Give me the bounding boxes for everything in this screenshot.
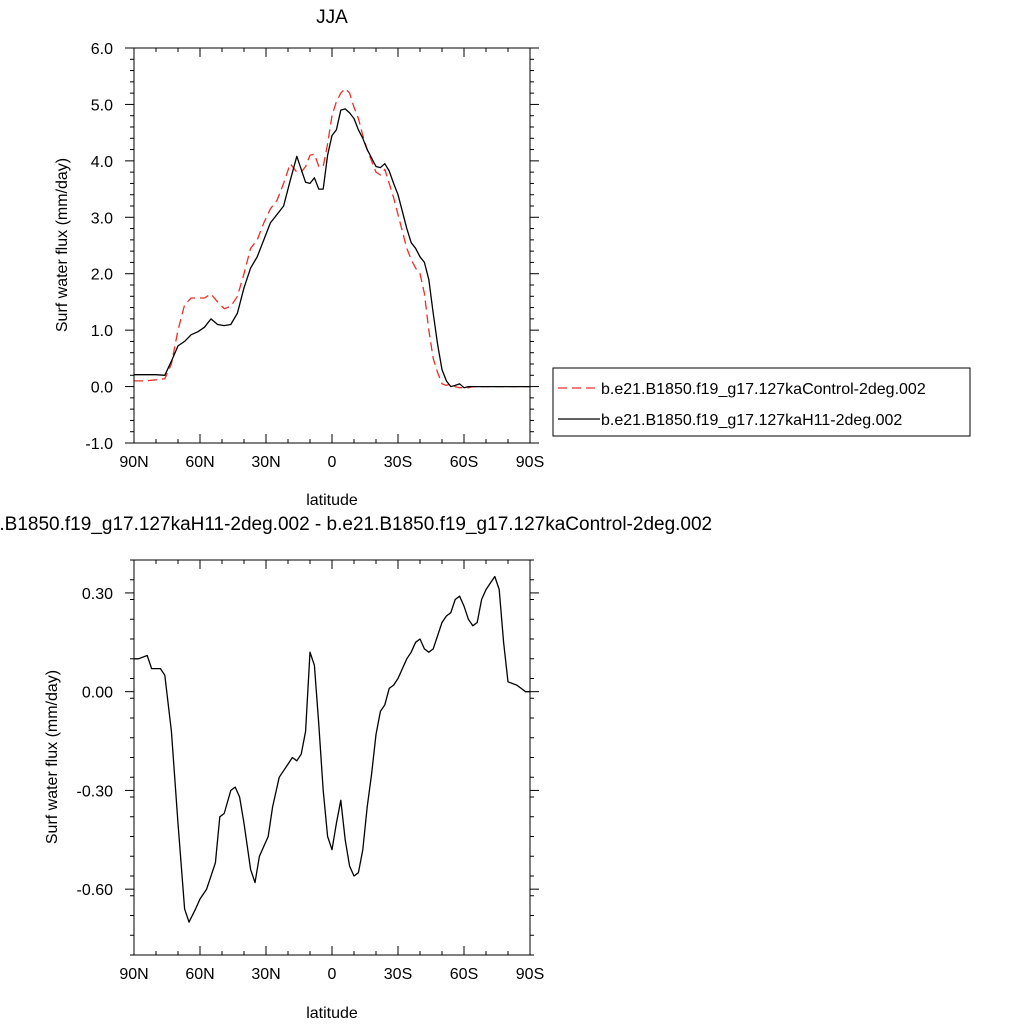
x-tick-label: 0 [328, 454, 337, 471]
x-tick-label: 30N [251, 966, 280, 983]
axis-ticks-difference [125, 559, 539, 956]
x-tick-label: 0 [328, 966, 337, 983]
plot-frame [133, 47, 531, 444]
y-tick-label: 5.0 [91, 97, 113, 114]
legend-label-h11: b.e21.B1850.f19_g17.127kaH11-2deg.002 [601, 412, 902, 429]
y-tick-label: 3.0 [91, 210, 113, 227]
x-tick-label: 30N [251, 454, 280, 471]
x-axis-label-difference: latitude [306, 1005, 358, 1022]
plot-frame-difference [133, 559, 531, 956]
y-tick-label: -0.30 [77, 783, 114, 800]
x-tick-label: 90N [119, 454, 148, 471]
x-tick-label: 90N [119, 966, 148, 983]
x-tick-label: 30S [384, 454, 412, 471]
axis-ticks [125, 47, 539, 444]
tick-labels-difference: 90N 60N 30N 0 30S 60S 90S -0.60 -0.30 0.00 0.30 [77, 586, 545, 983]
y-axis-label: Surf water flux (mm/day) [54, 158, 71, 332]
legend-label-control: b.e21.B1850.f19_g17.127kaControl-2deg.00… [601, 381, 926, 398]
series-lines-difference [134, 575, 530, 923]
y-tick-label: -1.0 [85, 436, 113, 453]
x-tick-label: 90S [516, 454, 544, 471]
y-tick-label: 1.0 [91, 323, 113, 340]
legend: b.e21.B1850.f19_g17.127kaControl-2deg.00… [552, 367, 971, 437]
y-axis-label-difference: Surf water flux (mm/day) [44, 670, 61, 844]
x-tick-label: 60N [185, 966, 214, 983]
x-tick-label: 60N [185, 454, 214, 471]
y-tick-label: 0.00 [82, 685, 113, 702]
y-tick-label: 6.0 [91, 41, 113, 58]
y-tick-label: -0.60 [77, 882, 114, 899]
series-lines [134, 87, 530, 389]
y-tick-label: 2.0 [91, 267, 113, 284]
x-tick-label: 30S [384, 966, 412, 983]
series-line-0 [134, 575, 530, 923]
series-line-0 [134, 87, 530, 389]
y-tick-label: 4.0 [91, 154, 113, 171]
chart-title: JJA [316, 7, 348, 28]
y-tick-label: 0.0 [91, 380, 113, 397]
x-tick-label: 90S [516, 966, 544, 983]
x-axis-label: latitude [306, 492, 358, 509]
x-tick-label: 60S [450, 966, 478, 983]
tick-labels: 90N 60N 30N 0 30S 60S 90S -1.0 0.0 1.0 2.0 3.0 4.0 5.… [85, 41, 544, 471]
chart-panel-difference: b.e21.B1850.f19_g17.127kaH11-2deg.002 - … [0, 514, 712, 1022]
x-tick-label: 60S [450, 454, 478, 471]
series-line-1 [134, 108, 530, 389]
chart-panel-jja: JJA Surf water flux (mm/day) latitude 90… [54, 7, 971, 509]
y-tick-label: 0.30 [82, 586, 113, 603]
chart-title-difference: b.e21.B1850.f19_g17.127kaH11-2deg.002 - … [0, 514, 712, 535]
legend-box [552, 367, 971, 437]
